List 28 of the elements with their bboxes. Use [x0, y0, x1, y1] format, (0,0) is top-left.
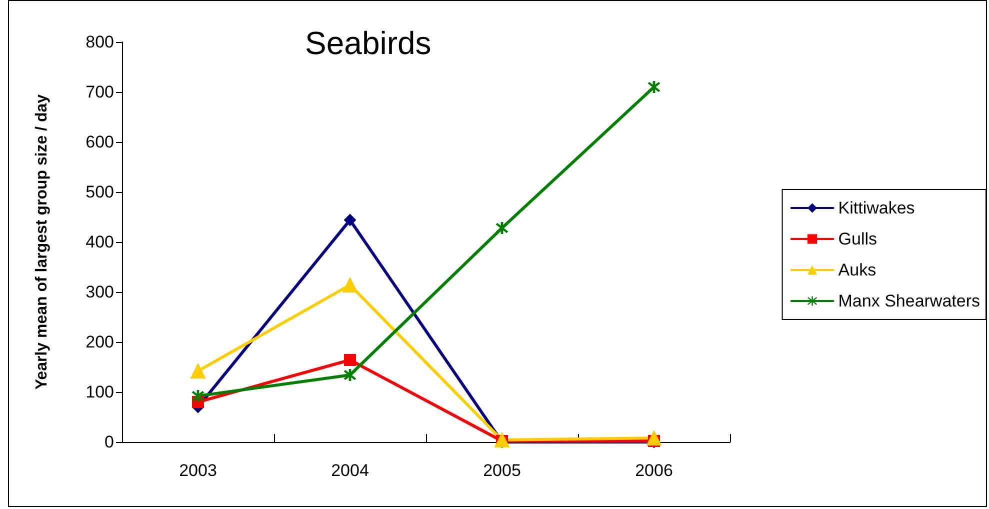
legend-label: Gulls — [838, 230, 878, 248]
x-tick-label: 2005 — [483, 461, 521, 480]
y-tick-label: 400 — [86, 232, 114, 252]
chart-title: Seabirds — [305, 25, 432, 61]
point — [496, 222, 508, 234]
y-tick-label: 600 — [86, 132, 114, 152]
point — [190, 364, 206, 378]
x-tick-label: 2004 — [331, 461, 369, 480]
y-tick-label: 800 — [86, 32, 114, 52]
y-tick-label: 500 — [86, 182, 114, 202]
y-tick-label: 700 — [86, 82, 114, 102]
y-tick-label: 100 — [86, 382, 114, 402]
y-tick-label: 0 — [104, 432, 114, 452]
point — [646, 430, 662, 446]
point — [342, 278, 358, 292]
point — [344, 369, 356, 381]
legend-label: Auks — [838, 260, 876, 280]
y-tick-label: 300 — [86, 282, 114, 302]
point — [344, 354, 356, 366]
legend-label: Manx Shearwaters — [838, 292, 980, 310]
point — [344, 214, 356, 226]
point — [648, 81, 660, 93]
x-tick-label: 2003 — [179, 461, 217, 480]
y-tick-label: 200 — [86, 332, 114, 352]
point — [192, 390, 204, 402]
legend-label: Kittiwakes — [838, 198, 915, 218]
x-tick-label: 2006 — [635, 461, 673, 480]
y-axis-title: Yearly mean of largest group size / day — [34, 94, 50, 390]
